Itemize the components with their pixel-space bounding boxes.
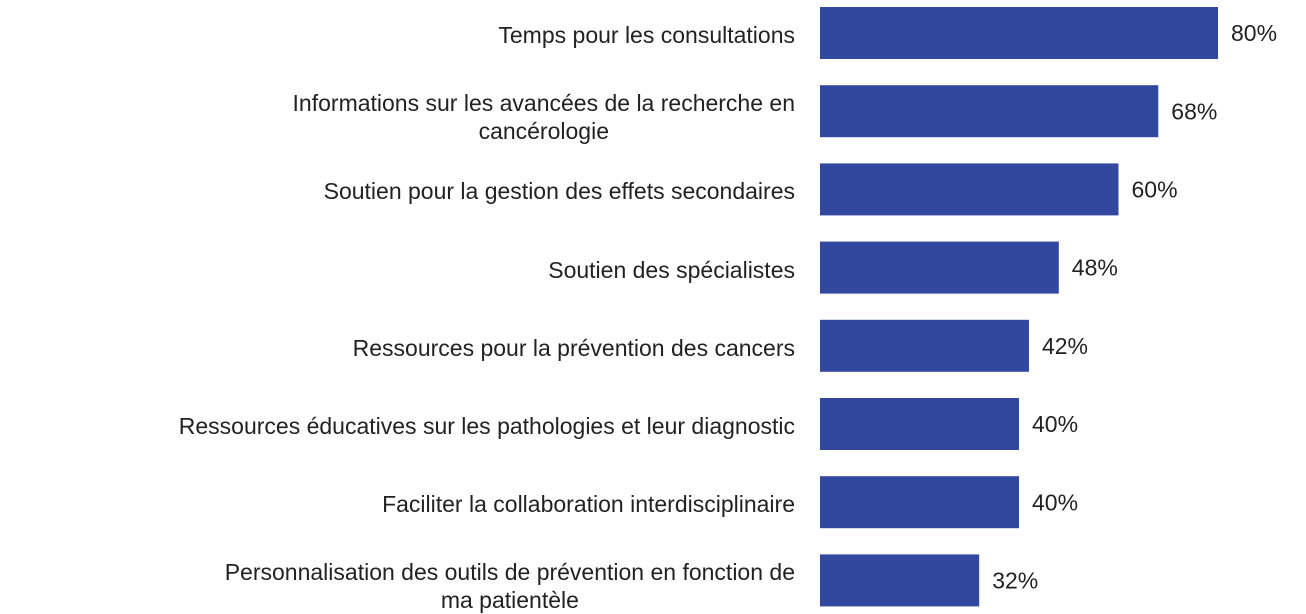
category-label: Ressources éducatives sur les pathologie… <box>178 413 795 439</box>
value-label: 40% <box>1032 411 1078 437</box>
bar <box>820 85 1159 138</box>
value-label: 60% <box>1132 176 1178 202</box>
bar <box>820 7 1218 59</box>
value-label: 32% <box>992 567 1038 593</box>
value-label: 42% <box>1042 333 1088 359</box>
category-label: Ressources pour la prévention des cancer… <box>352 334 795 361</box>
value-label: 40% <box>1032 489 1078 515</box>
value-label: 80% <box>1231 20 1277 46</box>
bar <box>820 476 1019 529</box>
category-label: Informations sur les avancées de la rech… <box>292 90 795 145</box>
bar <box>820 398 1019 450</box>
bar <box>820 163 1119 216</box>
bar <box>820 319 1029 372</box>
category-label: Faciliter la collaboration interdiscipli… <box>382 491 795 518</box>
category-label: Soutien pour la gestion des effets secon… <box>323 178 795 205</box>
value-label: 48% <box>1072 255 1118 281</box>
category-label: Personnalisation des outils de préventio… <box>224 559 795 614</box>
category-label: Soutien des spécialistes <box>548 256 795 283</box>
category-label: Temps pour les consultations <box>498 22 795 48</box>
value-label: 68% <box>1171 98 1217 124</box>
bar <box>820 241 1059 294</box>
bar <box>820 554 980 607</box>
